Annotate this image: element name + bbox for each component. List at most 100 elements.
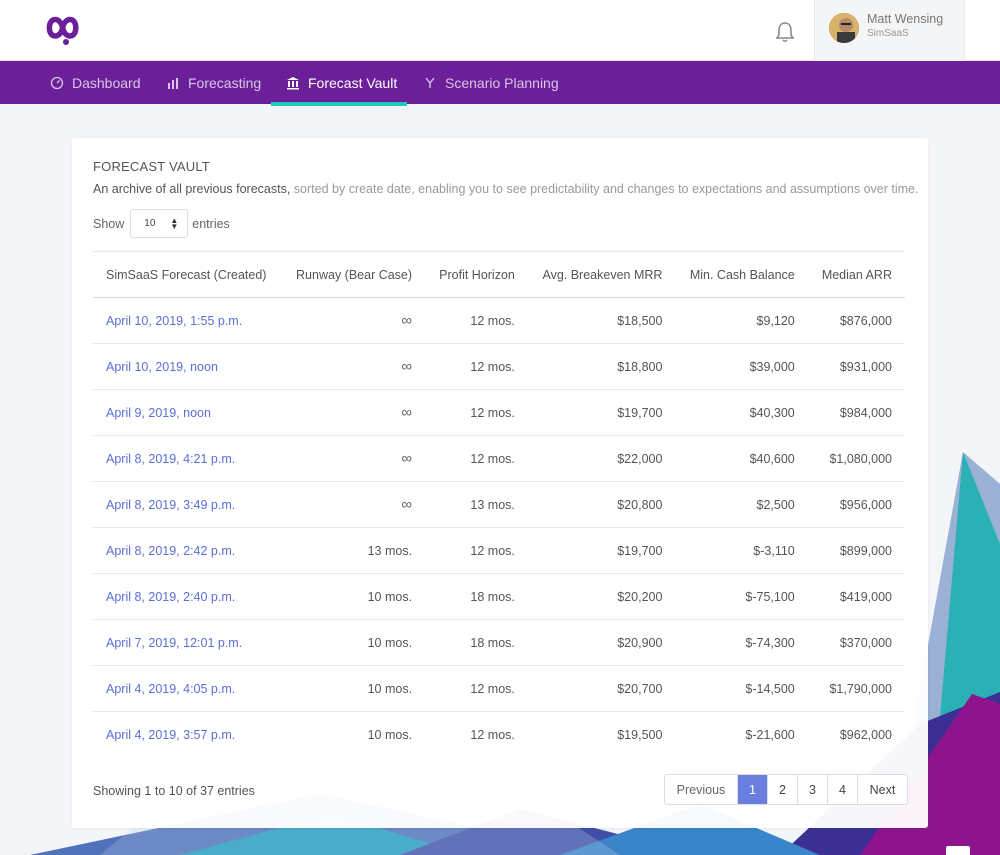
- column-header-min-cash-balance[interactable]: Min. Cash Balance: [689, 267, 795, 282]
- forecast-link[interactable]: April 10, 2019, noon: [106, 359, 218, 374]
- table-row: April 10, 2019, noon ∞ 12 mos. $18,800 $…: [93, 344, 905, 390]
- table-row: April 8, 2019, 2:42 p.m. 13 mos. 12 mos.…: [93, 528, 905, 574]
- cell-profit-horizon: 12 mos.: [470, 543, 515, 558]
- cell-created: April 8, 2019, 2:40 p.m.: [93, 574, 282, 620]
- cell-runway: 13 mos.: [367, 543, 413, 558]
- avatar: [829, 13, 859, 43]
- main-nav: Dashboard Forecasting Forecast Vault Sce…: [0, 61, 1000, 104]
- description-lead: An archive of all previous forecasts,: [93, 182, 291, 196]
- column-header-created[interactable]: SimSaaS Forecast (Created): [106, 267, 267, 282]
- nav-label-scenario-planning: Scenario Planning: [445, 74, 559, 91]
- cell-created: April 4, 2019, 4:05 p.m.: [93, 666, 282, 712]
- cell-created: April 8, 2019, 2:42 p.m.: [93, 528, 282, 574]
- cell-profit-horizon: 12 mos.: [470, 405, 515, 420]
- cell-min-cash-balance: $-14,500: [745, 681, 795, 696]
- previous-page-button[interactable]: Previous: [676, 782, 726, 797]
- table-row: April 8, 2019, 2:40 p.m. 10 mos. 18 mos.…: [93, 574, 905, 620]
- cell-avg-breakeven-mrr: $19,500: [617, 727, 663, 742]
- cell-min-cash-balance: $40,600: [749, 451, 795, 466]
- user-org: SimSaaS: [867, 28, 909, 39]
- nav-item-scenario-planning[interactable]: Scenario Planning: [423, 61, 559, 104]
- show-label: Show: [93, 216, 125, 231]
- gauge-icon: [50, 76, 64, 89]
- column-header-median-arr[interactable]: Median ARR: [821, 267, 892, 282]
- table-row: April 7, 2019, 12:01 p.m. 10 mos. 18 mos…: [93, 620, 905, 666]
- table-header-row: SimSaaS Forecast (Created) Runway (Bear …: [93, 251, 905, 298]
- forecast-link[interactable]: April 4, 2019, 3:57 p.m.: [106, 727, 236, 742]
- cell-profit-horizon: 12 mos.: [470, 681, 515, 696]
- column-header-runway[interactable]: Runway (Bear Case): [296, 267, 413, 282]
- cell-avg-breakeven-mrr: $22,000: [617, 451, 663, 466]
- cell-runway: 10 mos.: [367, 635, 413, 650]
- page-2-button[interactable]: 2: [767, 775, 797, 804]
- page-description: An archive of all previous forecasts, so…: [93, 182, 918, 196]
- cell-min-cash-balance: $-74,300: [745, 635, 795, 650]
- bank-icon: [287, 76, 299, 89]
- forecast-link[interactable]: April 8, 2019, 3:49 p.m.: [106, 497, 236, 512]
- nav-item-dashboard[interactable]: Dashboard: [50, 61, 141, 104]
- cell-min-cash-balance: $-3,110: [753, 543, 795, 558]
- forecast-link[interactable]: April 8, 2019, 4:21 p.m.: [106, 451, 236, 466]
- table-row: April 4, 2019, 3:57 p.m. 10 mos. 12 mos.…: [93, 712, 905, 758]
- entries-length-control: Show 10 ▲ ▼ entries: [93, 209, 230, 238]
- chat-widget-tab[interactable]: [946, 846, 970, 855]
- nav-item-forecast-vault[interactable]: Forecast Vault: [286, 61, 397, 104]
- infinity-logo-icon[interactable]: [36, 10, 88, 46]
- table-row: April 8, 2019, 4:21 p.m. ∞ 12 mos. $22,0…: [93, 436, 905, 482]
- cell-median-arr: $956,000: [839, 497, 892, 512]
- cell-runway: ∞: [401, 358, 413, 375]
- cell-avg-breakeven-mrr: $20,900: [617, 635, 663, 650]
- cell-created: April 4, 2019, 3:57 p.m.: [93, 712, 282, 758]
- cell-runway: 10 mos.: [367, 727, 413, 742]
- cell-median-arr: $419,000: [839, 589, 892, 604]
- forecast-table: SimSaaS Forecast (Created) Runway (Bear …: [93, 251, 905, 758]
- cell-min-cash-balance: $-21,600: [745, 727, 795, 742]
- forecast-link[interactable]: April 8, 2019, 2:40 p.m.: [106, 589, 236, 604]
- cell-median-arr: $370,000: [839, 635, 892, 650]
- forecast-link[interactable]: April 10, 2019, 1:55 p.m.: [106, 313, 243, 328]
- table-row: April 9, 2019, noon ∞ 12 mos. $19,700 $4…: [93, 390, 905, 436]
- nav-label-forecast-vault: Forecast Vault: [308, 74, 398, 91]
- cell-created: April 10, 2019, noon: [93, 344, 282, 390]
- cell-runway: ∞: [401, 450, 413, 467]
- user-name: Matt Wensing: [867, 12, 944, 26]
- column-header-profit-horizon[interactable]: Profit Horizon: [439, 267, 515, 282]
- page-4-button[interactable]: 4: [827, 775, 857, 804]
- top-bar: Matt Wensing SimSaaS: [0, 0, 1000, 61]
- cell-min-cash-balance: $39,000: [749, 359, 795, 374]
- cell-median-arr: $876,000: [839, 313, 892, 328]
- nav-item-forecasting[interactable]: Forecasting: [166, 61, 261, 104]
- page-3-button[interactable]: 3: [797, 775, 827, 804]
- cell-created: April 8, 2019, 3:49 p.m.: [93, 482, 282, 528]
- page-1-button[interactable]: 1: [737, 775, 767, 804]
- chart-icon: [168, 77, 178, 89]
- cell-avg-breakeven-mrr: $20,200: [617, 589, 663, 604]
- forecast-link[interactable]: April 8, 2019, 2:42 p.m.: [106, 543, 236, 558]
- cell-profit-horizon: 12 mos.: [470, 451, 515, 466]
- cell-median-arr: $984,000: [839, 405, 892, 420]
- column-header-avg-breakeven-mrr[interactable]: Avg. Breakeven MRR: [542, 267, 663, 282]
- cell-min-cash-balance: $-75,100: [745, 589, 795, 604]
- cell-min-cash-balance: $9,120: [756, 313, 795, 328]
- user-menu[interactable]: Matt Wensing SimSaaS: [814, 0, 965, 61]
- cell-runway: ∞: [401, 496, 413, 513]
- cell-min-cash-balance: $40,300: [749, 405, 795, 420]
- cell-median-arr: $1,790,000: [829, 681, 892, 696]
- cell-avg-breakeven-mrr: $20,800: [617, 497, 663, 512]
- forecast-link[interactable]: April 9, 2019, noon: [106, 405, 211, 420]
- nav-label-forecasting: Forecasting: [188, 74, 262, 91]
- table-row: April 10, 2019, 1:55 p.m. ∞ 12 mos. $18,…: [93, 298, 905, 344]
- page-title: FORECAST VAULT: [93, 159, 210, 174]
- forecast-link[interactable]: April 4, 2019, 4:05 p.m.: [106, 681, 236, 696]
- table-info: Showing 1 to 10 of 37 entries: [93, 784, 255, 798]
- table-row: April 8, 2019, 3:49 p.m. ∞ 13 mos. $20,8…: [93, 482, 905, 528]
- cell-profit-horizon: 12 mos.: [470, 727, 515, 742]
- nav-label-dashboard: Dashboard: [72, 74, 141, 91]
- cell-profit-horizon: 18 mos.: [470, 589, 515, 604]
- entries-select[interactable]: 10 ▲ ▼: [130, 209, 189, 238]
- cell-avg-breakeven-mrr: $20,700: [617, 681, 663, 696]
- cell-median-arr: $931,000: [839, 359, 892, 374]
- forecast-link[interactable]: April 7, 2019, 12:01 p.m.: [106, 635, 243, 650]
- next-page-button[interactable]: Next: [857, 775, 907, 804]
- bell-icon[interactable]: [774, 20, 796, 44]
